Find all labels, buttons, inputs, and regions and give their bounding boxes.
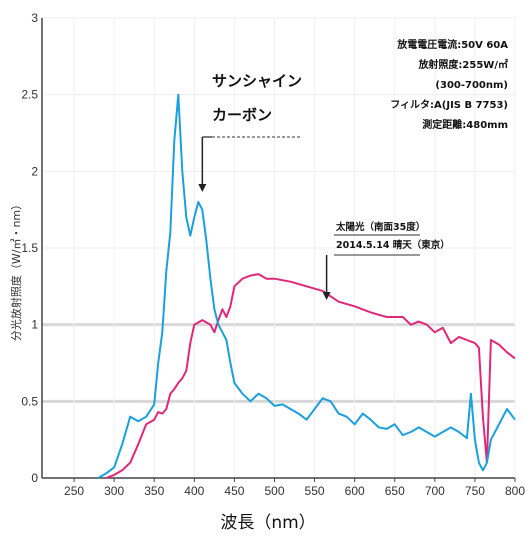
x-tick-label: 300: [104, 484, 124, 498]
series-lines: [97, 93, 516, 479]
sun-arrow: [322, 255, 331, 300]
axes: [41, 18, 516, 482]
grid: [42, 17, 516, 479]
x-tick-label: 250: [64, 484, 84, 498]
x-tick-label: 750: [465, 484, 485, 498]
carbon-series-line: [97, 93, 516, 479]
y-tick-label: 1: [31, 318, 38, 332]
info-line: 放射照度:255W/㎡: [417, 58, 508, 71]
x-tick-label: 700: [425, 484, 445, 498]
y-axis-label: 分光放射照度（W/㎡・nm）: [9, 199, 23, 341]
carbon-label-line1: サンシャイン: [212, 72, 302, 90]
x-tick-label: 650: [385, 484, 405, 498]
x-tick-label: 600: [345, 484, 365, 498]
x-tick-label: 550: [305, 484, 325, 498]
x-axis-label: 波長（nm）: [220, 513, 315, 533]
info-line: 放電電圧電流:50V 60A: [396, 38, 508, 51]
info-line: 測定距離:480mm: [422, 118, 508, 131]
y-tick-label: 2.5: [21, 88, 38, 102]
y-tick-label: 0.5: [21, 394, 38, 408]
x-tick-label: 350: [144, 484, 164, 498]
x-tick-label: 500: [264, 484, 284, 498]
info-line: (300-700nm): [435, 80, 508, 91]
y-tick-label: 3: [31, 11, 38, 25]
carbon-label-line2: カーボン: [212, 106, 272, 124]
x-tick-labels: 250 300 350 400 450 500 550 600 650 700 750 800: [64, 484, 525, 498]
info-line: フィルタ:A(JIS B 7753): [390, 99, 508, 111]
x-tick-label: 800: [505, 484, 525, 498]
x-tick-label: 450: [224, 484, 244, 498]
y-tick-label: 0: [31, 471, 38, 485]
sun-series-line: [105, 273, 516, 479]
measurement-info: 放電電圧電流:50V 60A 放射照度:255W/㎡ (300-700nm) フィルタ…: [390, 38, 508, 131]
carbon-arrow: [198, 136, 212, 192]
x-tick-label: 400: [184, 484, 204, 498]
sun-label-line2: 2014.5.14 晴天（東京）: [336, 239, 450, 251]
y-tick-label: 2: [31, 164, 38, 178]
y-tick-label: 1.5: [21, 241, 38, 255]
sun-label-line1: 太陽光（南面35度）: [336, 221, 425, 233]
y-tick-labels: 0 0.5 1 1.5 2 2.5 3: [21, 11, 38, 485]
